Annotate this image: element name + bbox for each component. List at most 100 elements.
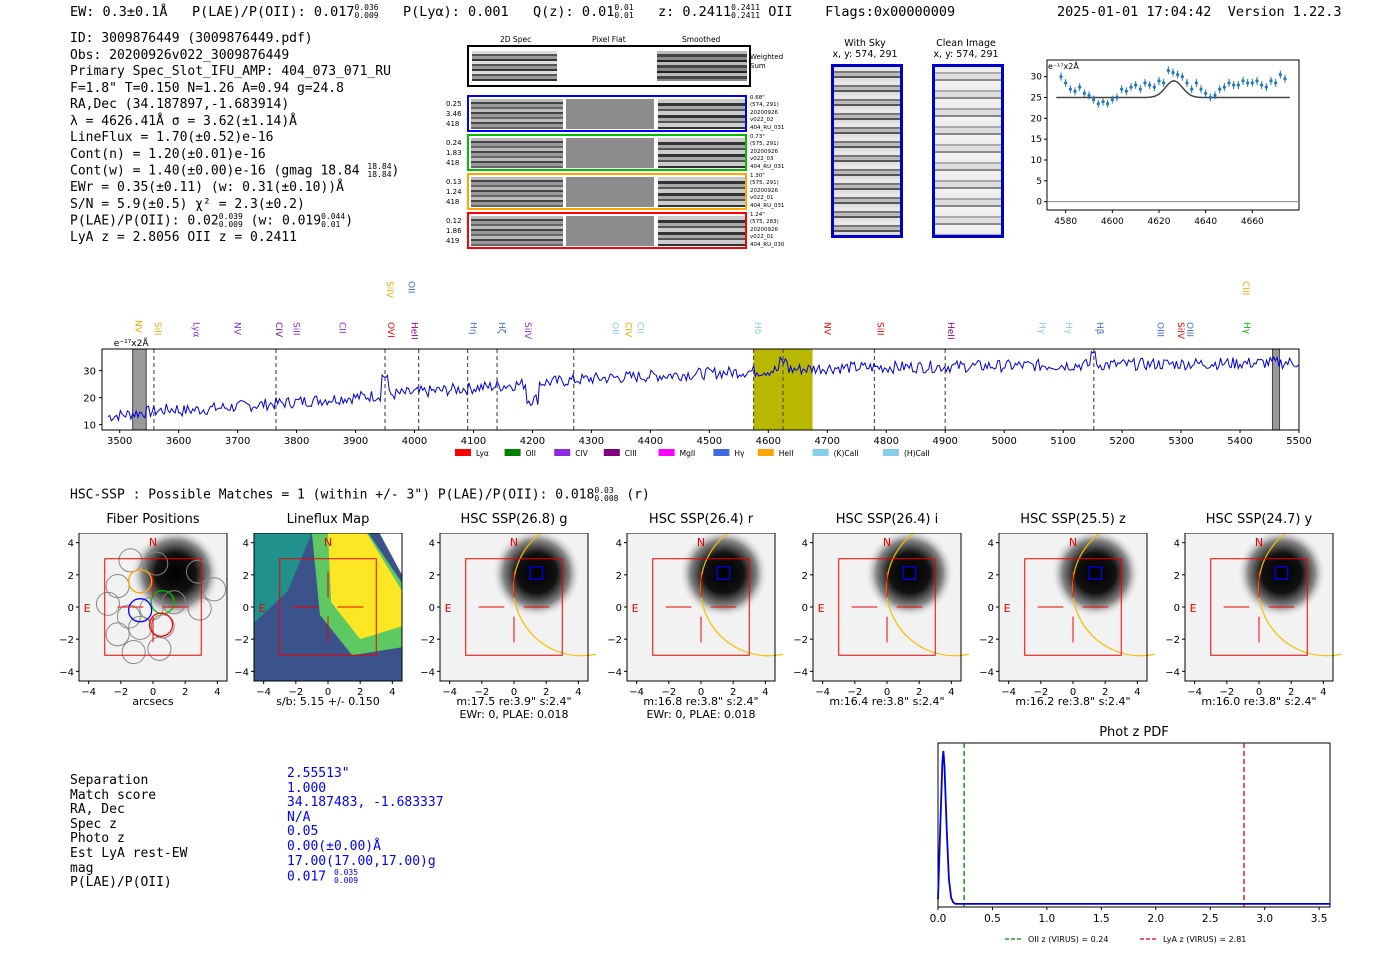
hsc-panel-image[interactable]: N E −4 −4 −2 −2 0 0 2 2 4 4 [605, 533, 783, 709]
hsc-panel-image[interactable]: N E −4 −4 −2 −2 0 0 2 2 4 4 [791, 533, 969, 709]
match-label-score: Match score [70, 787, 157, 803]
cutout-frame[interactable] [467, 134, 747, 171]
spectrum-line-label-group: Hη [468, 322, 478, 334]
info-ewr: EWr = 0.35(±0.11) (w: 0.31(±0.10))Å [70, 180, 344, 195]
hsc-panel-image[interactable]: N E −4 −4 −2 −2 0 0 2 2 4 4 [977, 533, 1155, 709]
spectrum-line-label: Hγ [1063, 322, 1073, 335]
clean-image-title: Clean Image [936, 38, 996, 49]
spectrum-legend-label: Lyα [476, 449, 489, 458]
spectrum-line-label-group: OIII [1184, 322, 1194, 337]
zoom-data-point [1120, 87, 1124, 91]
hsc-caption-line: m:16.2 re:3.8" s:2.4" [1015, 695, 1131, 708]
zoom-ytick-label: 10 [1031, 156, 1043, 166]
with-sky-image[interactable] [831, 64, 903, 238]
zoom-data-point [1124, 89, 1128, 93]
spectrum-line-label-group: SiII [874, 322, 884, 336]
spectrum-line-label-group: NV [821, 322, 831, 336]
cutout-frame[interactable] [467, 173, 747, 210]
spectrum-line-label-group: CII [337, 322, 347, 334]
clean-image-xy: x, y: 574, 291 [933, 49, 999, 60]
hsc-xtick-label: −2 [113, 687, 128, 698]
hsc-source-blob [865, 533, 954, 618]
hsc-caption-line: m:16.8 re:3.8" s:2.4" [643, 695, 759, 708]
hsc-caption-line: s/b: 5.15 +/- 0.150 [276, 695, 380, 708]
hsc-panel-image[interactable]: N E −4 −4 −2 −2 0 0 2 2 4 4 [1163, 533, 1341, 709]
cutout-row: 0.25 3.46 418 0.68" (574, 291) 20200926 v022_0… [445, 95, 795, 134]
hsc-source-blob [131, 533, 220, 618]
spectrum-line-label: SiIV [1175, 322, 1185, 340]
match-label-specz: Spec z [70, 816, 117, 832]
cutout-smooth-image [658, 216, 745, 246]
hsc-panel-title: HSC SSP(26.4) i [835, 512, 939, 527]
match-plae-sup: 0.035 [333, 868, 359, 878]
spectrum-xtick-label: 3900 [343, 436, 368, 447]
spectrum-legend-label: CIV [575, 449, 588, 458]
zoom-data-point [1260, 83, 1264, 87]
with-sky-title: With Sky [844, 38, 886, 49]
zoom-line-chart: 0 5 10 15 20 25 30 4580 4600 4620 4640 4660 e⁻¹⁷x2Å [1031, 59, 1300, 227]
zoom-data-point [1152, 85, 1156, 89]
hsc-summary-band: (r) [626, 487, 650, 503]
spectrum-legend-label: (H)CaII [904, 449, 930, 458]
spectrum-legend-label: CIII [625, 449, 637, 458]
match-value-plae-row: 0.017 0.035 0.009 [287, 869, 444, 885]
cutout-stat: 418 [446, 198, 460, 206]
spectrum-xtick-label: 3600 [166, 436, 191, 447]
hsc-panel-image[interactable]: N E −4 −4 −2 −2 0 0 2 2 4 4 [418, 533, 596, 709]
zoom-data-point [1208, 95, 1212, 100]
info-contw-row: Cont(w) = 1.40(±0.00)e-16 (gmag 18.84 18… [70, 162, 400, 179]
zoom-data-point [1138, 87, 1142, 91]
spectrum-line-label: CIV [623, 322, 633, 338]
spectrum-line-label-group: OII [610, 322, 620, 334]
hsc-ytick-label: −2 [793, 635, 808, 646]
info-sn: S/N = 5.9(±0.5) χ² = 2.3(±0.2) [70, 196, 305, 212]
clean-image[interactable] [932, 64, 1004, 238]
hsc-xtick-label: −2 [847, 687, 862, 698]
cutout-frame[interactable] [467, 95, 747, 132]
spectrum-legend-label: (K)CaII [834, 449, 859, 458]
photz-xtick-label: 3.5 [1311, 913, 1328, 925]
spectrum-xtick-label: 3800 [284, 436, 309, 447]
spectrum-line-label: NV [821, 322, 831, 336]
hsc-xtick-label: 2 [357, 687, 363, 698]
info-plae-w-sub: 0.01 [321, 220, 341, 229]
zoom-data-point [1157, 79, 1161, 83]
cutout-frame[interactable] [467, 212, 747, 249]
info-params: F=1.8" T=0.150 N=1.26 A=0.94 g=24.8 [70, 80, 344, 96]
header-z: z: 0.2411 [657, 4, 732, 20]
hsc-ytick-label: −4 [793, 667, 808, 678]
cutout-meta: (575, 291) [750, 180, 779, 187]
zoom-ytick-label: 30 [1031, 73, 1043, 83]
hsc-xtick-label: −2 [1219, 687, 1234, 698]
hsc-caption-line: m:16.4 re:3.8" s:2.4" [829, 695, 945, 708]
zoom-xtick-label: 4620 [1148, 217, 1171, 227]
spectrum-xtick-label: 4400 [638, 436, 663, 447]
spectrum-line-label: HeII [409, 322, 419, 340]
spectrum-masked-region [132, 348, 147, 431]
hsc-panel-caption: m:17.5 re:3.9" s:2.4" EWr: 0, PLAE: 0.018 [420, 695, 608, 721]
cutout-meta: 20200926 [750, 148, 778, 155]
match-plae-sub: 0.009 [333, 876, 359, 886]
hsc-panel-title: HSC SSP(25.5) z [1020, 512, 1126, 527]
header-flags: Flags:0x00000009 [825, 4, 956, 20]
cutout-meta: 404_RU_031 [750, 202, 785, 209]
lineflux-region [254, 533, 312, 624]
hsc-panel-caption: m:16.8 re:3.8" s:2.4" EWr: 0, PLAE: 0.018 [607, 695, 795, 721]
hsc-xtick-label: −4 [1001, 687, 1016, 698]
hsc-ytick-label: −2 [420, 635, 435, 646]
hsc-panel-image[interactable]: N E −4 −4 −2 −2 0 0 2 2 4 4 [57, 533, 235, 709]
hsc-panel-image[interactable]: N E −4 −4 −2 −2 0 0 2 2 4 4 [232, 533, 410, 709]
fiber-circle [144, 551, 169, 576]
cutout-row: 0.12 1.86 419 1.24" (575, 283) 20200926 v022_0… [445, 212, 795, 251]
hsc-source-blob [1051, 533, 1140, 618]
north-label: N [510, 536, 518, 549]
cutout-meta: 20200926 [750, 109, 778, 116]
header-z-sub: 0.2411 [731, 11, 761, 20]
cutout-stat: 0.24 [446, 139, 462, 147]
spectrum-line-label: Hγ [1241, 322, 1251, 335]
header-version: Version 1.22.3 [1227, 4, 1342, 20]
spectrum-line-label: SiII [291, 322, 301, 336]
hsc-ytick-label: 0 [616, 603, 622, 614]
cutout-row: 0.13 1.24 418 1.30" (575, 291) 20200926 v022_0… [445, 173, 795, 212]
cutout-meta: 1.30" [750, 173, 765, 179]
